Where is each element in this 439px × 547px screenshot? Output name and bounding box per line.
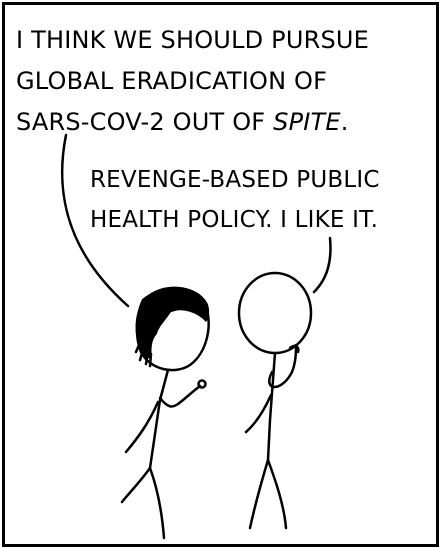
speech-left-emphasis: SPITE — [273, 108, 341, 136]
left-leg-back — [120, 466, 152, 504]
right-head — [237, 271, 313, 355]
speech-right: REVENGE-BASED PUBLIC HEALTH POLICY. I LI… — [90, 160, 430, 240]
speech-left-line-2: GLOBAL ERADICATION OF — [16, 67, 328, 95]
right-leg-left — [248, 458, 270, 530]
right-body — [266, 351, 277, 462]
speech-left-line-3: SARS-COV-2 OUT OF SPITE. — [16, 102, 426, 143]
right-arm-down — [244, 393, 273, 434]
speech-right-line-2: HEALTH POLICY. I LIKE IT. — [90, 207, 379, 233]
left-hair-strands — [134, 338, 153, 368]
character-with-dark-hair — [120, 286, 210, 540]
left-leg-front — [148, 466, 166, 540]
speech-right-line-1: REVENGE-BASED PUBLIC — [90, 167, 380, 193]
right-leg-right — [266, 458, 288, 530]
speech-left-line-1: I THINK WE SHOULD PURSUE — [16, 26, 370, 54]
left-arm-front — [158, 384, 202, 408]
left-arm-back — [124, 400, 160, 454]
speech-tail-right — [312, 236, 332, 294]
speech-left-line-3-prefix: SARS-COV-2 OUT OF — [16, 108, 274, 136]
character-bald — [237, 271, 313, 530]
right-arm-chin — [268, 343, 298, 389]
left-body — [148, 368, 170, 470]
speech-tail-left — [60, 133, 130, 308]
left-hair — [135, 286, 210, 359]
speech-left: I THINK WE SHOULD PURSUE GLOBAL ERADICAT… — [16, 20, 426, 143]
left-fist — [197, 379, 207, 389]
speech-left-line-3-suffix: . — [340, 108, 349, 136]
right-hand — [288, 344, 300, 354]
